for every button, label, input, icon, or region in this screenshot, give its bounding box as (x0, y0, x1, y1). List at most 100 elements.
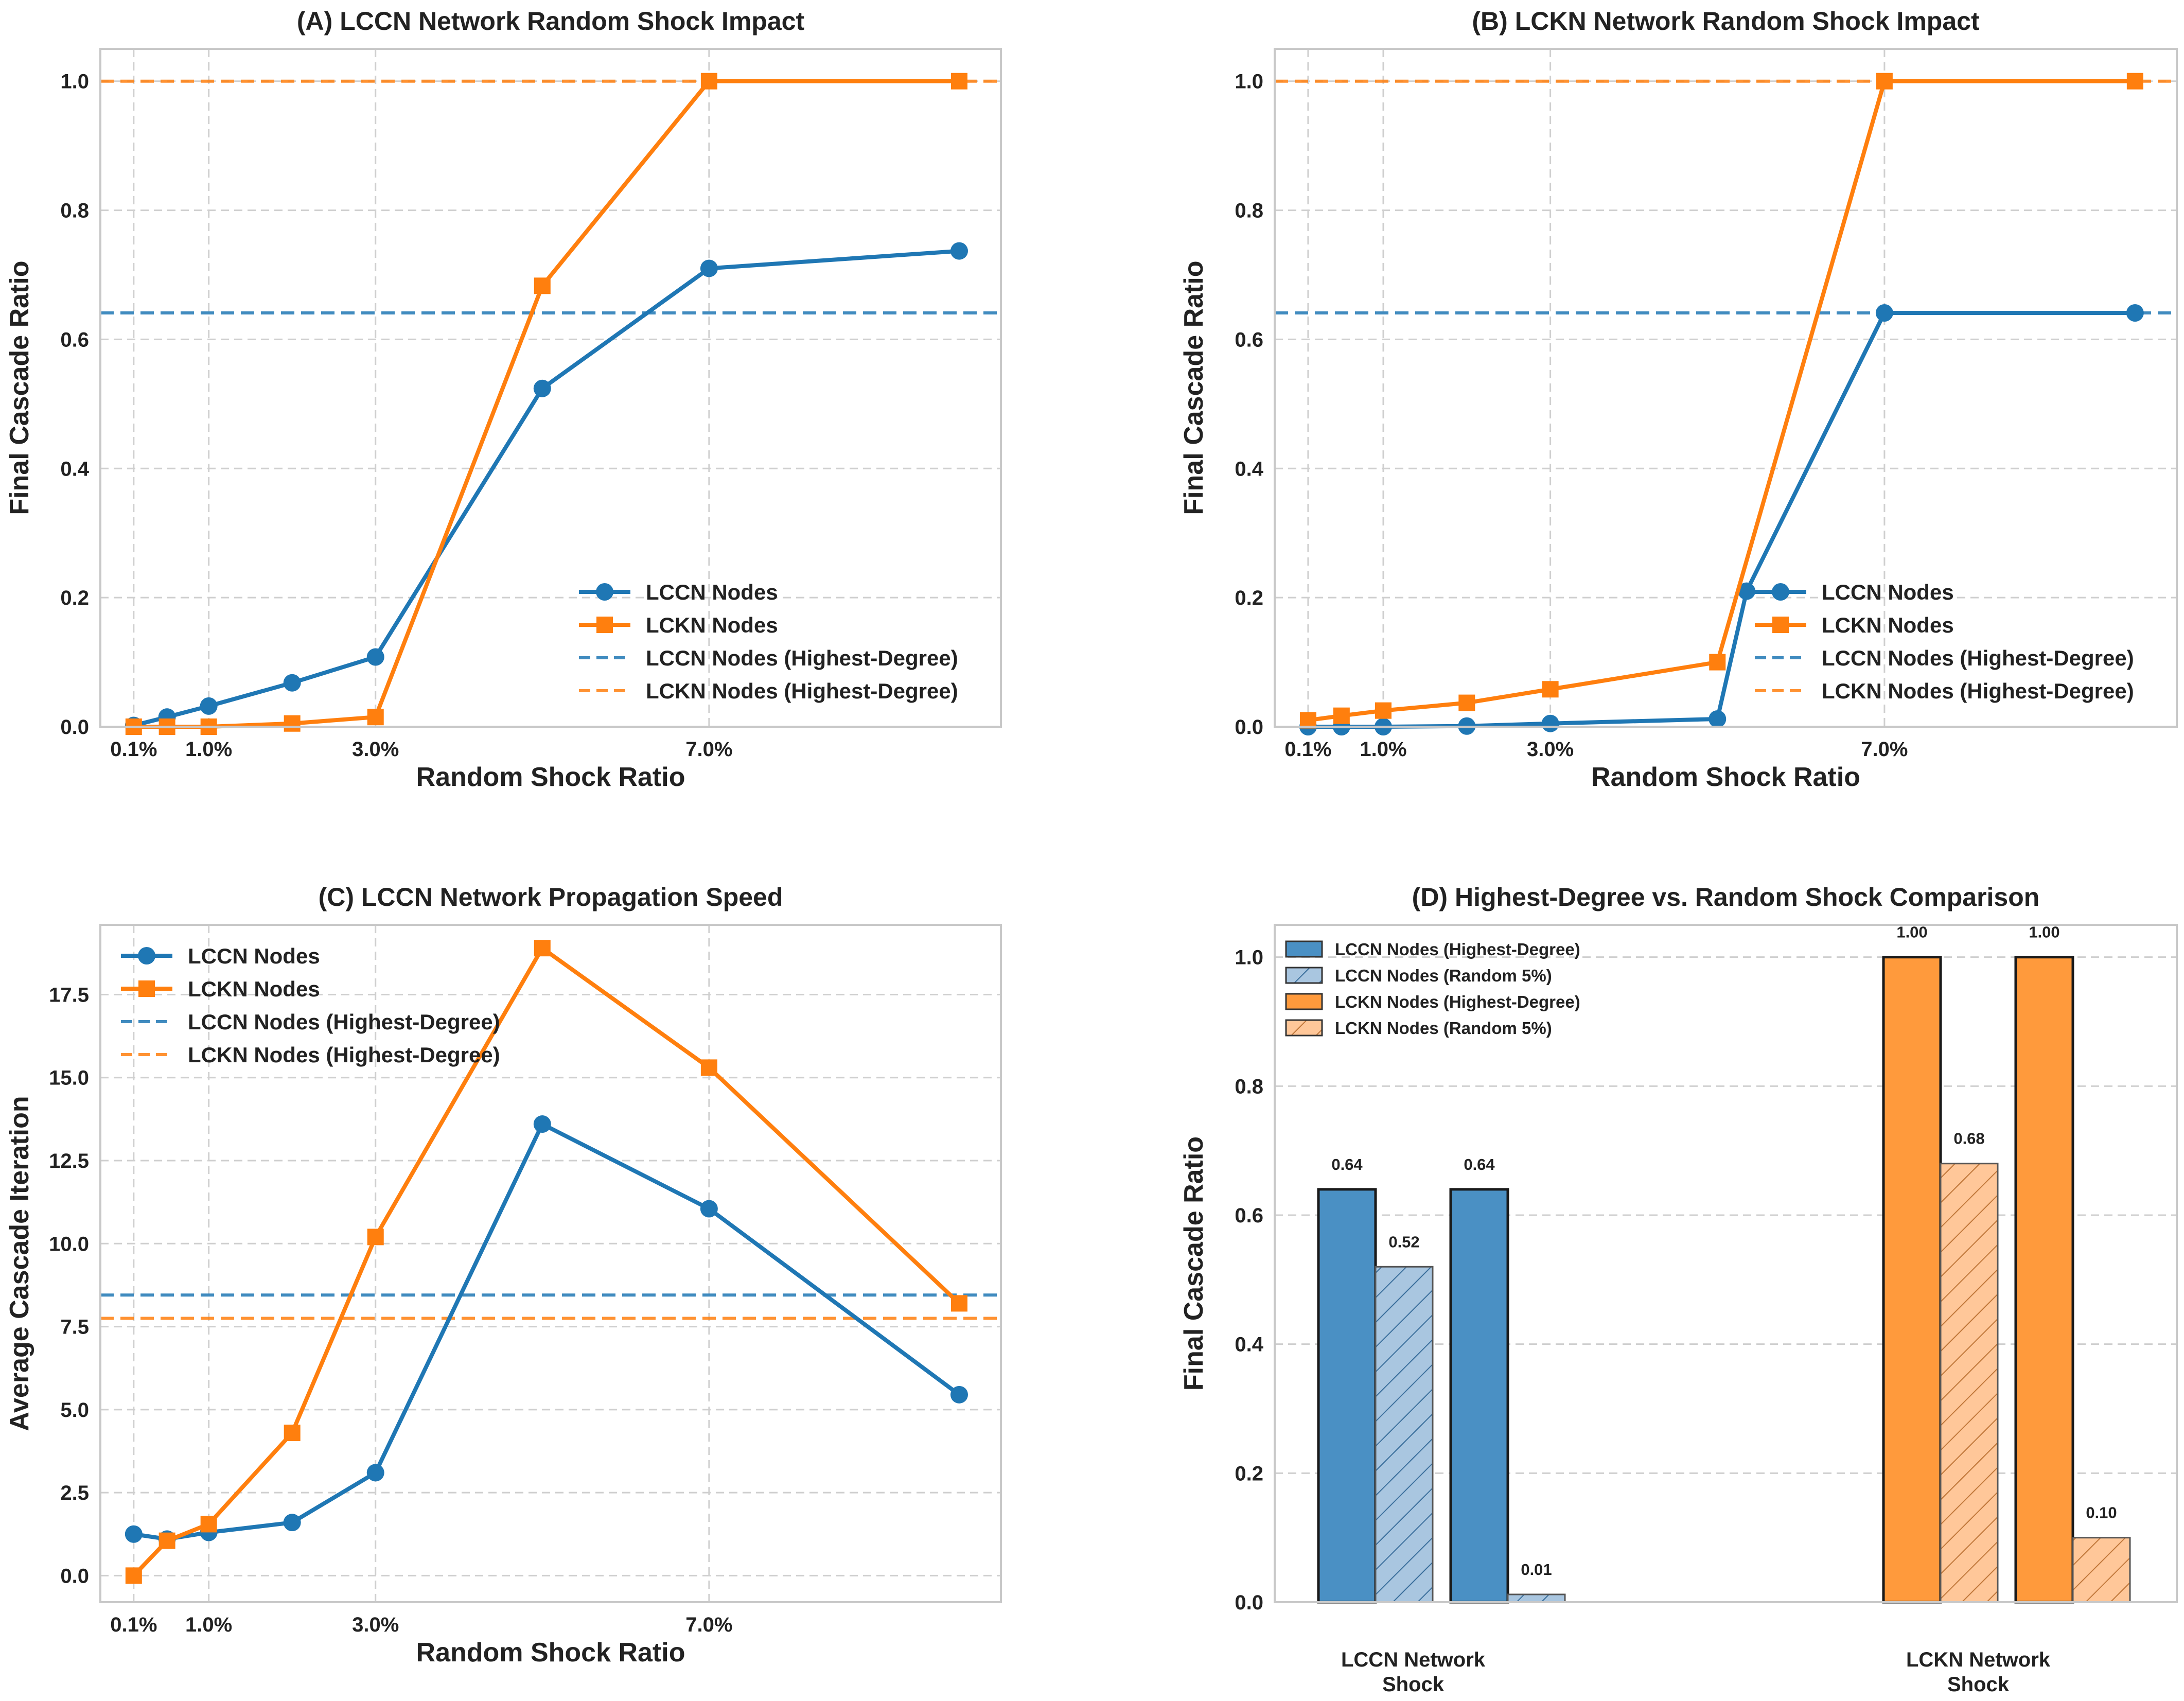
lccn-data-point (700, 259, 718, 277)
panel-c: 0.0 2.5 5.0 7.5 10.0 12.5 15.0 17.5 0.1% 1.0% 3.0%… (5, 883, 1002, 1668)
y-tick-label: 0.4 (60, 458, 89, 480)
category-label: LCKN Network (1906, 1649, 2051, 1671)
bar-value-label: 1.00 (2029, 923, 2059, 941)
legend-swatch (1285, 940, 1323, 958)
lckn-series-line (1308, 79, 2135, 723)
legend: LCCN Nodes LCKN Nodes LCCN Nodes (Highest-… (121, 944, 500, 1067)
y-tick-label: 0.4 (1235, 458, 1263, 480)
lccn-data-point (950, 1386, 968, 1404)
legend: LCCN Nodes LCKN Nodes LCCN Nodes (Highest-… (579, 580, 958, 703)
lckn-data-point (200, 1516, 217, 1533)
lccn-data-point (1738, 582, 1756, 600)
lccn-data-point (950, 242, 968, 260)
y-tick-label: 15.0 (49, 1067, 89, 1090)
bar-value-label: 0.64 (1331, 1155, 1363, 1173)
category-label: Shock (1382, 1673, 1445, 1696)
x-axis-label: Random Shock Ratio (1591, 762, 1860, 792)
y-tick-label: 0.0 (60, 1565, 89, 1587)
y-tick-label: 0.0 (60, 716, 89, 739)
lccn-data-point (1875, 304, 1893, 322)
bar-value-label: 0.01 (1521, 1560, 1552, 1579)
plot-frame (1274, 924, 2178, 1603)
y-tick-label: 0.0 (1235, 1591, 1263, 1614)
bar-value-label: 1.00 (1896, 923, 1927, 941)
lckn-data-point (700, 73, 717, 90)
lccn-data-point (200, 697, 218, 715)
y-axis-label: Final Cascade Ratio (5, 260, 34, 515)
x-tick-label: 3.0% (352, 738, 399, 761)
lckn-data-point (1375, 702, 1392, 719)
legend-marker (138, 980, 155, 997)
x-tick-label: 7.0% (685, 738, 732, 761)
legend-swatch (1285, 1019, 1323, 1037)
y-tick-label: 0.6 (60, 328, 89, 351)
y-axis-label: Average Cascade Iteration (5, 1096, 34, 1431)
bar-value-label: 0.52 (1388, 1233, 1419, 1251)
y-axis-label: Final Cascade Ratio (1179, 1136, 1209, 1391)
y-tick-label: 5.0 (60, 1399, 89, 1422)
lckn-data-point (1333, 707, 1350, 724)
lckn-data-point (534, 940, 551, 957)
y-tick-label: 1.0 (1235, 946, 1263, 969)
legend-marker (1772, 583, 1789, 601)
lccn-data-point (1709, 710, 1727, 728)
lckn-series-line (133, 79, 959, 729)
y-tick-label: 0.8 (60, 200, 89, 222)
x-axis-label: Random Shock Ratio (416, 762, 685, 792)
lckn-data-point (2126, 73, 2143, 90)
bar-value-label: 0.64 (1464, 1155, 1495, 1173)
legend-label: LCCN Nodes (Highest-Degree) (646, 646, 958, 670)
lccn-data-point (283, 674, 301, 692)
legend-label: LCKN Nodes (Highest-Degree) (646, 679, 958, 703)
plot-frame (1274, 48, 2178, 728)
legend-label: LCCN Nodes (188, 944, 320, 968)
legend-label: LCKN Nodes (188, 977, 320, 1001)
lccn-data-point (533, 379, 551, 397)
lccn-data-point (2126, 304, 2144, 322)
y-tick-label: 0.2 (60, 587, 89, 609)
lckn-data-point (367, 709, 384, 726)
legend: LCCN Nodes LCKN Nodes LCCN Nodes (Highest-… (1755, 580, 2134, 703)
lckn-data-point (1876, 73, 1893, 90)
bar (1940, 1163, 1999, 1603)
y-axis-label: Final Cascade Ratio (1179, 260, 1209, 515)
lckn-data-point (700, 1059, 717, 1076)
y-tick-label: 1.0 (1235, 71, 1263, 93)
lccn-data-point (1541, 714, 1559, 732)
x-tick-label: 1.0% (1360, 738, 1406, 761)
chart-title: (C) LCCN Network Propagation Speed (319, 883, 783, 911)
legend-marker (596, 583, 613, 601)
bar (2072, 1537, 2131, 1603)
legend-label: LCKN Nodes (646, 613, 778, 637)
bar (1449, 1188, 1509, 1604)
chart-title: (B) LCKN Network Random Shock Impact (1472, 7, 1980, 36)
legend-marker (138, 947, 155, 965)
y-tick-label: 0.6 (1235, 1204, 1263, 1227)
y-tick-label: 10.0 (49, 1233, 89, 1255)
lckn-data-point (1458, 694, 1475, 711)
y-tick-label: 1.0 (60, 71, 89, 93)
bar-value-label: 0.68 (1953, 1130, 1984, 1148)
y-tick-label: 0.0 (1235, 716, 1263, 739)
y-tick-label: 12.5 (49, 1150, 89, 1172)
y-tick-label: 0.2 (1235, 587, 1263, 609)
panel-a: 0.0 0.2 0.4 0.6 0.8 1.0 0.1% 1.0% 3.0% 7.0% (A) LC… (5, 7, 1002, 792)
y-tick-label: 17.5 (49, 984, 89, 1006)
lckn-data-point (1542, 681, 1559, 698)
bar (1317, 1188, 1377, 1604)
legend-label: LCCN Nodes (Highest-Degree) (1822, 646, 2134, 670)
legend-label: LCCN Nodes (646, 580, 778, 604)
legend: LCCN Nodes (Highest-Degree) LCCN Nodes (R… (1285, 940, 1580, 1038)
panel-d: 0.0 0.2 0.4 0.6 0.8 1.0 0.64 0.52 0.64 0.01 1.00 0.… (1179, 883, 2178, 1696)
y-tick-label: 2.5 (60, 1482, 89, 1504)
lckn-data-point (284, 1425, 301, 1441)
lccn-data-point (366, 648, 384, 666)
legend-label: LCCN Nodes (Highest-Degree) (188, 1010, 500, 1034)
lckn-data-point (950, 1295, 967, 1312)
lckn-data-point (125, 1567, 142, 1584)
x-tick-label: 0.1% (1284, 738, 1331, 761)
x-tick-label: 3.0% (352, 1614, 399, 1636)
bar (1507, 1593, 1566, 1603)
x-tick-label: 0.1% (110, 738, 157, 761)
y-tick-label: 0.4 (1235, 1334, 1263, 1356)
